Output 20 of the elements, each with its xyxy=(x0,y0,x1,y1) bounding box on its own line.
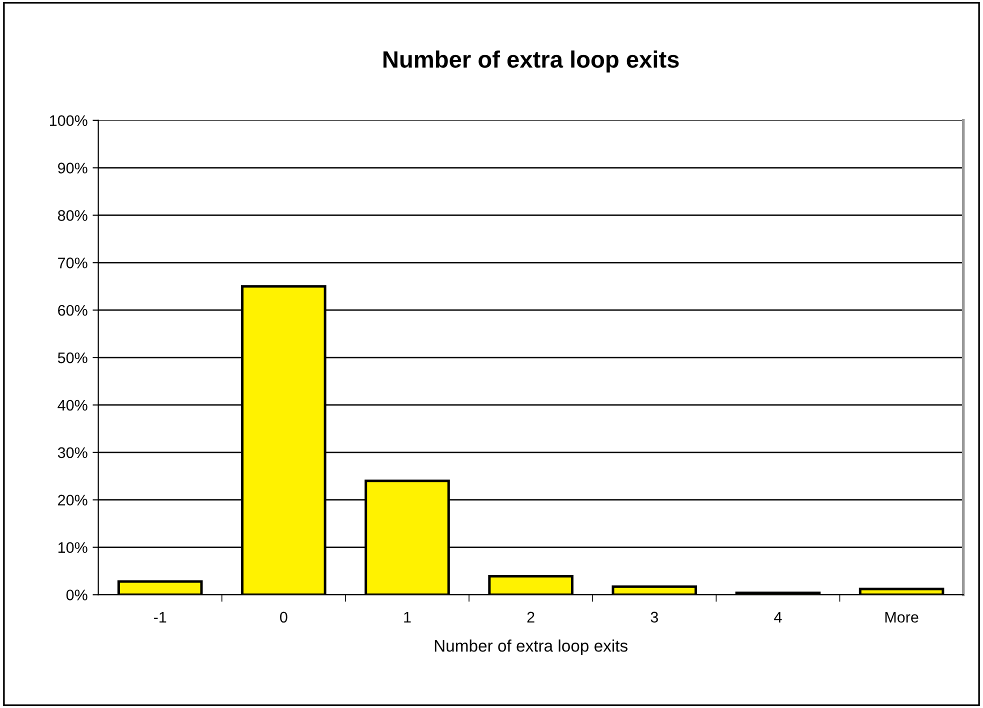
y-tick-label: 70% xyxy=(58,258,88,268)
y-tick-label: 100% xyxy=(50,115,88,126)
x-axis-title: Number of extra loop exits xyxy=(434,640,628,656)
x-tick-label: 2 xyxy=(527,612,534,622)
y-tick-label: 0% xyxy=(66,590,88,600)
x-tick-label: -1 xyxy=(154,612,166,622)
x-tick-label: 1 xyxy=(404,612,411,622)
y-tick-label: 60% xyxy=(58,304,88,316)
y-tick-label: 50% xyxy=(58,352,88,364)
x-tick-label: 0 xyxy=(280,612,288,623)
x-tick-label: More xyxy=(885,612,918,623)
chart-title: Number of extra loop exits xyxy=(383,50,679,72)
x-tick-label: 3 xyxy=(650,612,658,623)
y-tick-label: 10% xyxy=(58,542,88,553)
y-tick-label: 40% xyxy=(58,400,88,411)
y-tick-label: 20% xyxy=(58,494,88,506)
y-tick-label: 90% xyxy=(58,162,88,174)
y-tick-label: 80% xyxy=(58,210,88,221)
y-tick-label: 30% xyxy=(58,447,88,458)
x-tick-label: 4 xyxy=(774,612,782,622)
